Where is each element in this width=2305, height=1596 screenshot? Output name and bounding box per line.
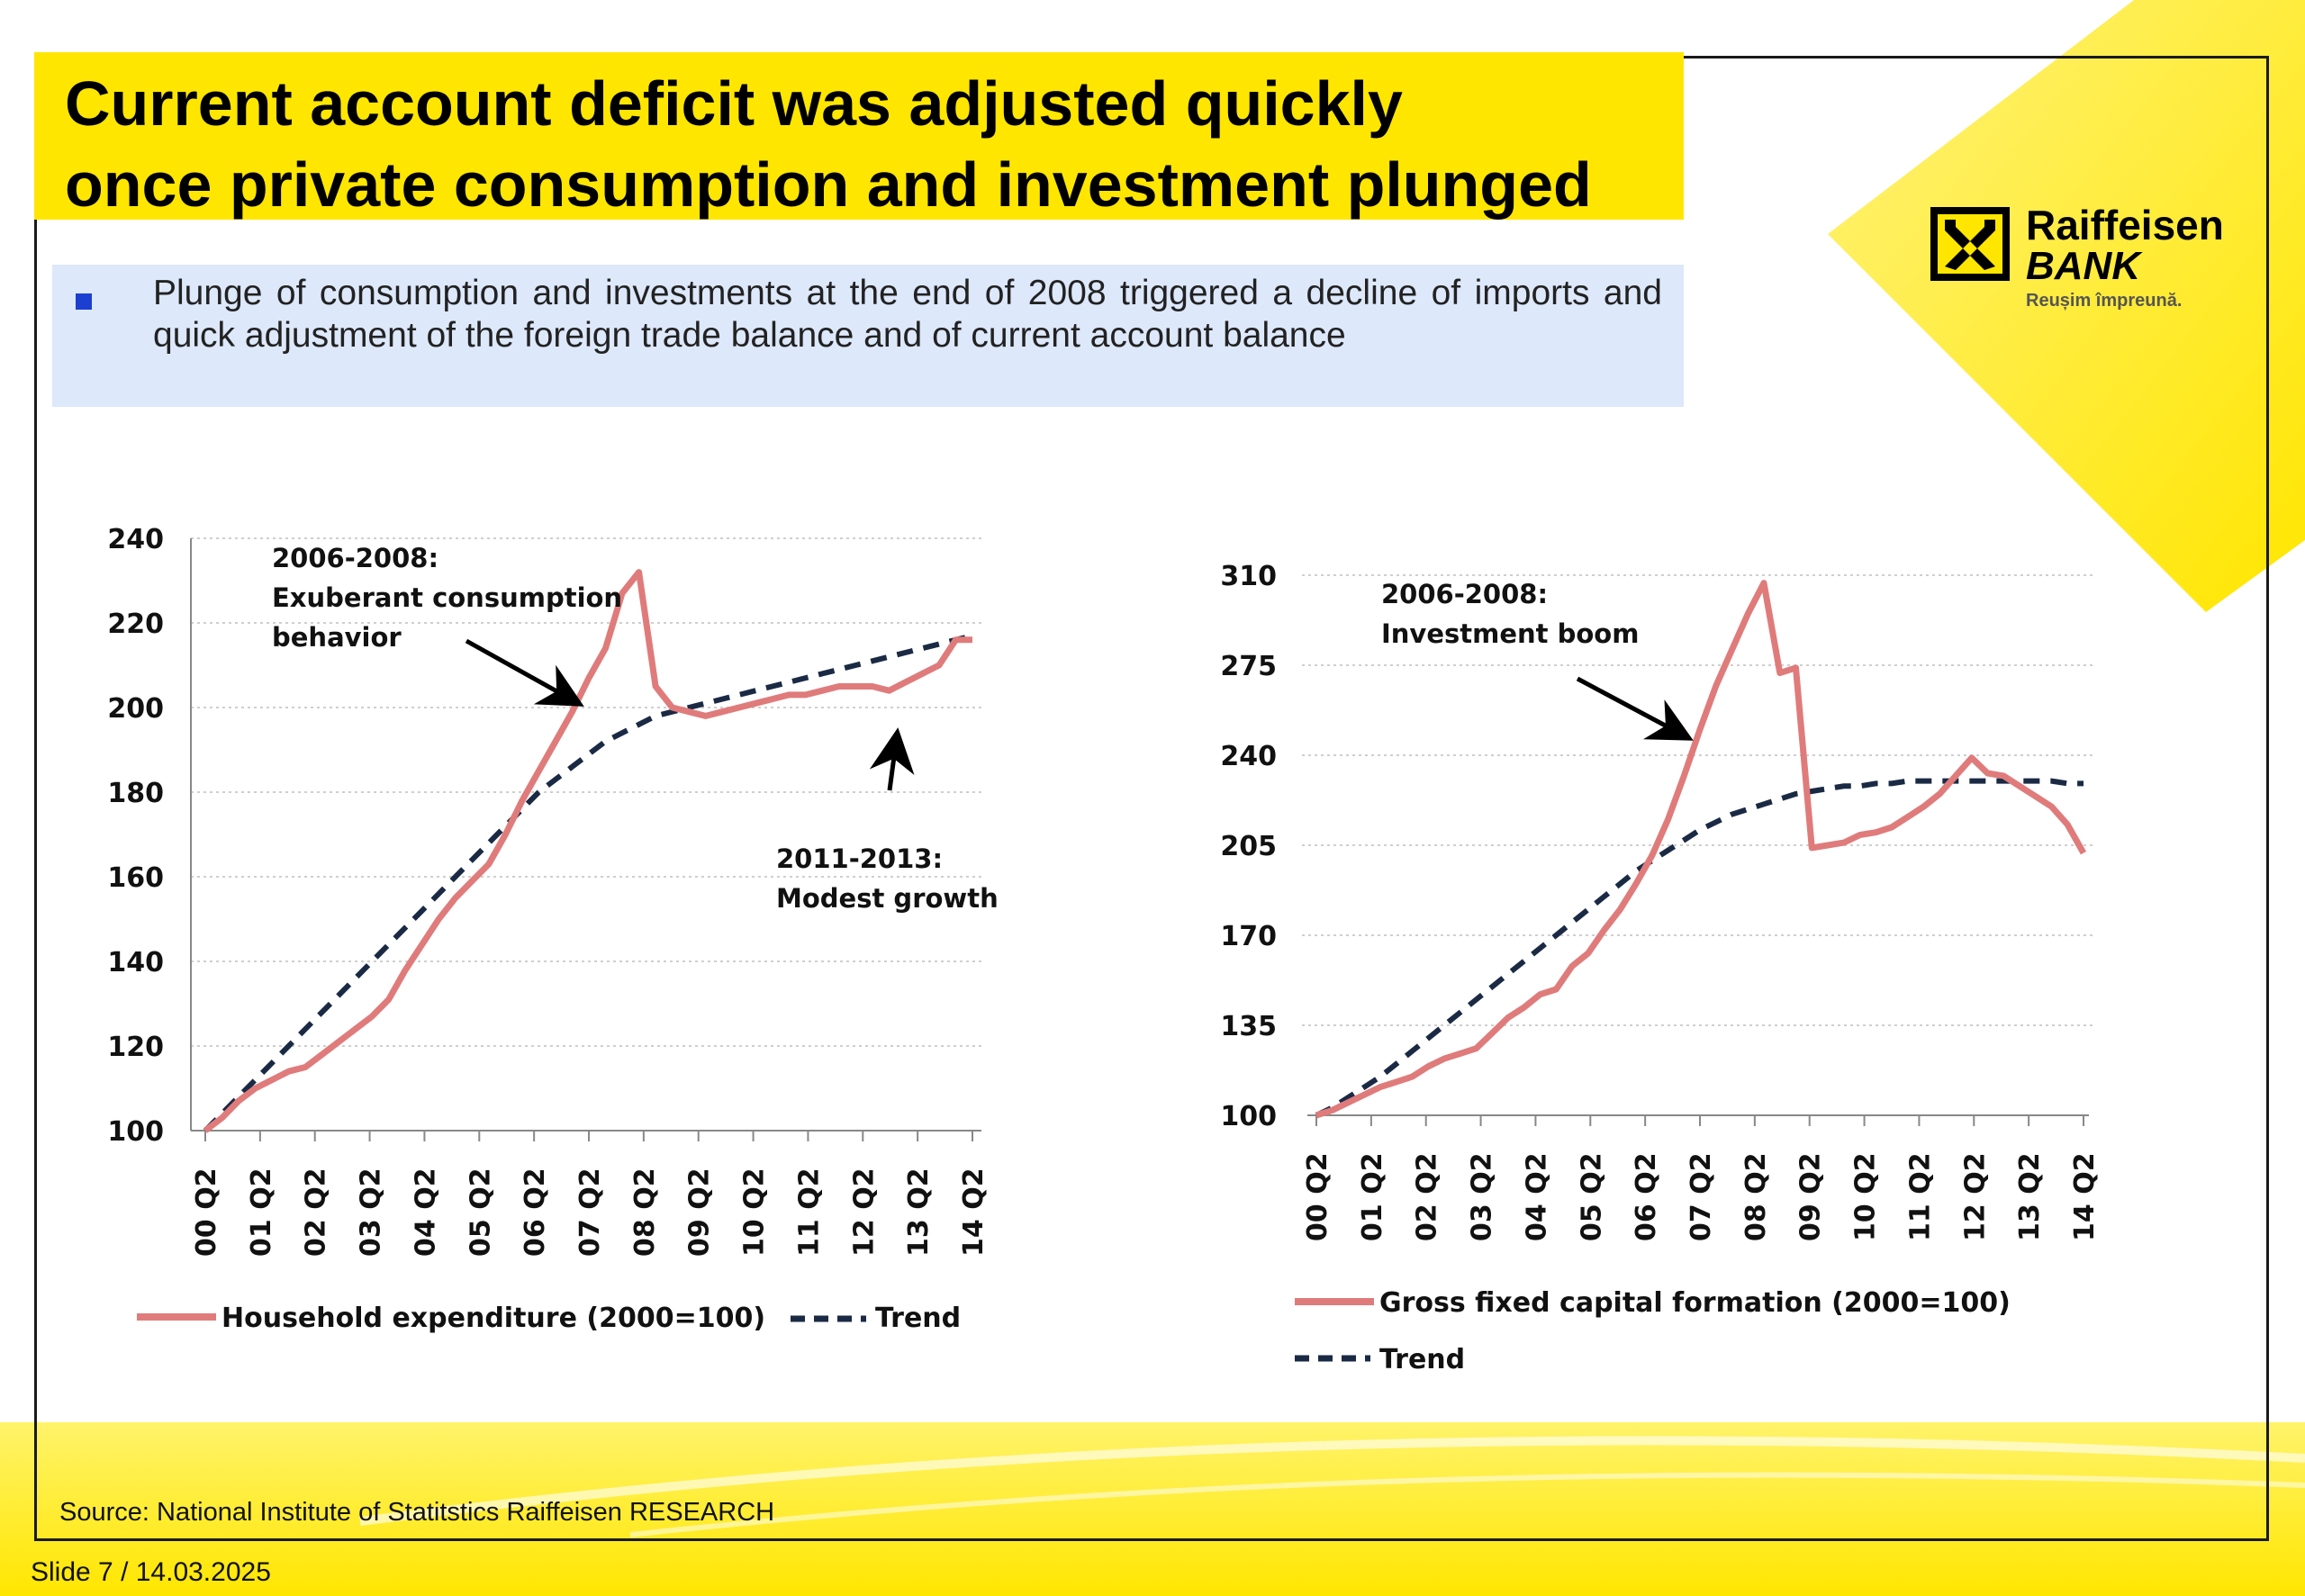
y-tick-label: 170 <box>1220 921 1277 952</box>
bullet-text: Plunge of consumption and investments at… <box>153 274 1662 355</box>
chart2-annotation-period: 2006-2008: <box>1381 579 1548 609</box>
x-tick-label: 06 Q2 <box>520 1168 551 1257</box>
chart2-annotation-line2: Investment boom <box>1381 618 1639 649</box>
bullet-square-icon <box>76 293 92 310</box>
x-tick-label: 08 Q2 <box>1740 1152 1772 1241</box>
x-tick-label: 00 Q2 <box>191 1168 222 1257</box>
slide-number: Slide 7 / 14.03.2025 <box>31 1557 271 1587</box>
chart1-annotation-period: 2006-2008: <box>272 543 438 573</box>
x-tick-label: 01 Q2 <box>1357 1152 1388 1241</box>
chart1-annotation-line2: Exuberant consumption <box>272 582 622 613</box>
chart1-annotation-arrow-1 <box>465 638 584 707</box>
logo-tagline: Reușim împreună. <box>2026 291 2182 311</box>
chart1-annotation-line3: behavior <box>272 622 402 653</box>
y-tick-label: 100 <box>1220 1101 1277 1132</box>
y-tick-label: 140 <box>107 947 164 978</box>
chart1-legend-label-main: Household expenditure (2000=100) <box>221 1303 765 1334</box>
logo-bank: BANK <box>2026 244 2143 288</box>
y-tick-label: 135 <box>1220 1011 1277 1042</box>
x-tick-label: 03 Q2 <box>356 1168 387 1257</box>
x-tick-label: 06 Q2 <box>1631 1152 1662 1241</box>
chart1-gridlines <box>191 537 981 1141</box>
x-tick-label: 04 Q2 <box>410 1168 441 1257</box>
footer-swoosh-2 <box>629 1472 2305 1537</box>
yellow-diamond-decoration <box>1828 0 2305 612</box>
chart1-legend-label-trend: Trend <box>875 1303 961 1334</box>
x-tick-label: 09 Q2 <box>1795 1152 1827 1241</box>
y-tick-label: 240 <box>107 524 164 555</box>
y-tick-label: 100 <box>107 1116 164 1148</box>
y-tick-label: 180 <box>107 778 164 809</box>
x-tick-label: 05 Q2 <box>1576 1152 1607 1241</box>
x-tick-label: 00 Q2 <box>1302 1152 1333 1241</box>
x-tick-label: 10 Q2 <box>739 1168 771 1257</box>
y-tick-label: 240 <box>1220 741 1277 772</box>
x-tick-label: 12 Q2 <box>1959 1152 1991 1241</box>
chart1-annotation-line5: Modest growth <box>776 883 999 914</box>
x-tick-label: 12 Q2 <box>848 1168 880 1257</box>
chart1-x-tick-labels: 00 Q2 01 Q2 02 Q2 03 Q2 04 Q2 05 Q2 06 Q2 07 Q2… <box>191 1168 990 1257</box>
slide-title-line2: once private consumption and investment … <box>65 149 1592 220</box>
y-tick-label: 120 <box>107 1032 164 1063</box>
raiffeisen-logo: Raiffeisen BANK Reușim împreună. <box>1930 202 2224 311</box>
x-tick-label: 10 Q2 <box>1850 1152 1882 1241</box>
x-tick-label: 11 Q2 <box>793 1168 825 1257</box>
x-tick-label: 02 Q2 <box>1412 1152 1443 1241</box>
x-tick-label: 08 Q2 <box>629 1168 661 1257</box>
slide-title-line1: Current account deficit was adjusted qui… <box>65 68 1403 139</box>
chart1-y-tick-labels: 100 120 140 160 180 200 220 240 <box>107 524 164 1148</box>
logo-name: Raiffeisen <box>2026 202 2224 248</box>
x-tick-label: 09 Q2 <box>684 1168 716 1257</box>
y-tick-label: 220 <box>107 609 164 640</box>
source-note: Source: National Institute of Statitstic… <box>59 1498 775 1527</box>
x-tick-label: 14 Q2 <box>2069 1152 2101 1241</box>
x-tick-label: 02 Q2 <box>301 1168 332 1257</box>
y-tick-label: 160 <box>107 862 164 894</box>
chart1-series-household-expenditure <box>203 569 972 1133</box>
slide-title: Current account deficit was adjusted qui… <box>65 63 1686 225</box>
y-tick-label: 205 <box>1220 831 1277 862</box>
chart1-annotation-arrow-2 <box>869 727 915 791</box>
chart2-legend-label-trend: Trend <box>1379 1344 1465 1375</box>
chart2-annotation-arrow <box>1576 676 1694 741</box>
chart-gross-fixed-capital-formation: 100 135 170 205 240 275 310 00 Q2 01 Q2 02 Q2 03 … <box>1220 561 2101 1375</box>
bullet-panel <box>52 265 1684 407</box>
x-tick-label: 01 Q2 <box>246 1168 277 1257</box>
crossed-gables-icon <box>1945 220 1995 270</box>
chart1-annotation-period-2: 2011-2013: <box>776 843 943 874</box>
y-tick-label: 200 <box>107 693 164 725</box>
title-banner <box>34 52 1684 220</box>
chart2-series-gross-fixed-capital-formation <box>1315 580 2087 1119</box>
chart2-gridlines <box>1302 574 2093 1126</box>
x-tick-label: 11 Q2 <box>1904 1152 1936 1241</box>
chart2-x-tick-labels: 00 Q2 01 Q2 02 Q2 03 Q2 04 Q2 05 Q2 06 Q2 07 Q2… <box>1302 1152 2101 1241</box>
y-tick-label: 275 <box>1220 651 1277 682</box>
x-tick-label: 07 Q2 <box>574 1168 606 1257</box>
chart2-legend-label-main: Gross fixed capital formation (2000=100) <box>1379 1287 2011 1319</box>
chart2-y-tick-labels: 100 135 170 205 240 275 310 <box>1220 561 1277 1132</box>
x-tick-label: 07 Q2 <box>1686 1152 1717 1241</box>
x-tick-label: 13 Q2 <box>2014 1152 2046 1241</box>
y-tick-label: 310 <box>1220 561 1277 592</box>
chart-household-expenditure: 100 120 140 160 180 200 220 240 00 Q2 01 Q2 02 Q2… <box>107 524 998 1334</box>
x-tick-label: 04 Q2 <box>1521 1152 1552 1241</box>
footer-swoosh <box>359 1436 2305 1526</box>
x-tick-label: 03 Q2 <box>1467 1152 1498 1241</box>
x-tick-label: 05 Q2 <box>465 1168 496 1257</box>
chart2-series-trend <box>1315 778 2084 1118</box>
x-tick-label: 13 Q2 <box>903 1168 935 1257</box>
x-tick-label: 14 Q2 <box>958 1168 990 1257</box>
